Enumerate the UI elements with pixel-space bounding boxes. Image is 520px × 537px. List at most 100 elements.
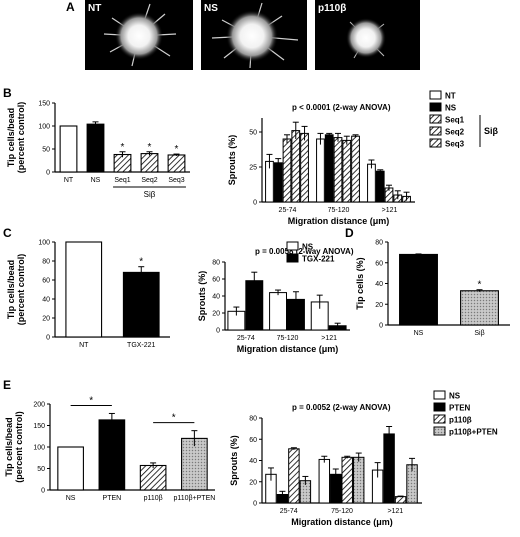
bar [351, 135, 360, 203]
x-tick-label: 75-120 [331, 508, 353, 515]
y-tick-label: 80 [212, 260, 220, 267]
y-tick-label: 0 [216, 328, 220, 335]
legend-label: PTEN [449, 404, 471, 413]
bar [375, 170, 385, 203]
legend-swatch [429, 126, 442, 136]
bar [399, 253, 438, 326]
x-axis-label: Migration distance (μm) [237, 344, 339, 354]
chart-c-sprouts: 0 20 40 60 80 Sprouts (%) 25-74 75-120 >121 Migra… [197, 241, 354, 354]
legend-label: NT [445, 92, 456, 101]
photo-label-nt: NT [88, 3, 101, 14]
bar [318, 458, 331, 504]
y-tick-label: 20 [375, 302, 383, 309]
photo-nt: NT [85, 0, 193, 70]
bar [367, 163, 376, 203]
x-tick-label: Siβ [474, 330, 484, 337]
legend-label: Seq1 [445, 116, 465, 125]
y-tick-label: 20 [42, 316, 50, 323]
y-tick-label: 0 [46, 335, 50, 342]
bar [300, 132, 309, 203]
y-tick-label: 25 [249, 165, 257, 172]
y-tick-label: 0 [41, 488, 45, 495]
bar [273, 162, 283, 203]
x-tick-label: Seq3 [168, 177, 184, 184]
panel-letter-a: A [66, 0, 75, 14]
bar [98, 419, 126, 491]
y-tick-label: 0 [46, 170, 50, 177]
legend-swatch [429, 138, 442, 148]
chart-e-tip-cells: 0 50 100 150 200 Tip cells/bead (percent contr… [4, 395, 215, 502]
y-tick-label: 80 [42, 259, 50, 266]
bar [57, 446, 84, 491]
bar [269, 292, 288, 331]
photo-p110b: p110β [315, 0, 420, 70]
y-tick-label: 40 [212, 294, 220, 301]
x-tick-label: Seq2 [141, 177, 157, 184]
x-tick-label: 75-120 [277, 335, 299, 342]
legend-label: TGX-221 [302, 255, 335, 264]
legend-bracket-label: Siβ [484, 126, 499, 136]
legend-swatch [433, 426, 446, 436]
y-axis-label: (percent control) [16, 102, 26, 174]
bar [122, 271, 160, 338]
legend-swatch [433, 390, 446, 400]
anova-annotation: p = 0.0058 (2-way ANOVA) [255, 247, 354, 256]
y-axis-label: Tip cells/bead [4, 417, 14, 476]
y-tick-label: 0 [253, 501, 257, 508]
x-tick-label: Seq1 [114, 177, 130, 184]
x-tick-label: 25-74 [280, 508, 298, 515]
bar [86, 123, 105, 173]
chart-c-tip-cells: 0 20 40 60 80 100 Tip cells/bead (percent contr… [6, 240, 170, 349]
x-tick-label: NS [414, 330, 424, 337]
y-tick-label: 150 [33, 423, 45, 430]
y-axis-label: (percent control) [16, 254, 26, 326]
bar [342, 139, 352, 203]
y-tick-label: 80 [249, 416, 257, 423]
legend-swatch [429, 90, 442, 100]
y-tick-label: 100 [33, 445, 45, 452]
bar [316, 138, 325, 203]
legend-label: NS [302, 243, 314, 252]
legend-swatch [286, 253, 299, 263]
y-tick-label: 100 [38, 124, 50, 131]
x-tick-label: >121 [382, 207, 398, 214]
y-tick-label: 40 [42, 297, 50, 304]
chart-d-tip-cells: 0 20 40 60 80 Tip cells (%) NS * Siβ [355, 240, 510, 337]
y-tick-label: 0 [253, 200, 257, 207]
bar [282, 138, 292, 203]
x-tick-label: PTEN [103, 495, 122, 502]
y-tick-label: 40 [249, 458, 257, 465]
photo-ns: NS [201, 0, 307, 70]
chart-b-sprouts: 0 25 50 Sprouts (%) 25-74 75-120 >121 Migration… [227, 90, 499, 226]
y-axis-label: (percent control) [14, 411, 24, 483]
bar [139, 464, 167, 491]
legend-label: NS [449, 392, 461, 401]
y-tick-label: 80 [375, 240, 383, 247]
y-tick-label: 50 [249, 130, 257, 137]
x-tick-label: p110β [144, 495, 163, 502]
group-label: Siβ [144, 190, 156, 199]
legend-swatch [429, 102, 442, 112]
y-tick-label: 40 [375, 281, 383, 288]
legend-swatch [433, 402, 446, 412]
chart-b-tip-cells: 0 50 100 150 Tip cells/bead (percent control)… [6, 101, 190, 199]
legend-label: NS [445, 104, 457, 113]
x-tick-label: 25-74 [237, 335, 255, 342]
legend-label: p110β [449, 416, 472, 425]
panel-letter-c: C [3, 226, 12, 240]
bar [460, 290, 499, 326]
photo-label-ns: NS [204, 3, 218, 14]
x-tick-label: NT [64, 177, 74, 184]
legend-label: p110β+PTEN [449, 428, 498, 437]
x-tick-label: >121 [321, 335, 337, 342]
y-tick-label: 20 [212, 311, 220, 318]
significance-mark: * [89, 395, 93, 406]
y-tick-label: 60 [249, 437, 257, 444]
y-tick-label: 60 [42, 278, 50, 285]
legend-swatch [286, 241, 299, 251]
bar [352, 456, 365, 504]
x-tick-label: p110β+PTEN [173, 495, 215, 502]
anova-annotation: p < 0.0001 (2-way ANOVA) [292, 103, 391, 112]
significance-mark: * [139, 257, 143, 268]
